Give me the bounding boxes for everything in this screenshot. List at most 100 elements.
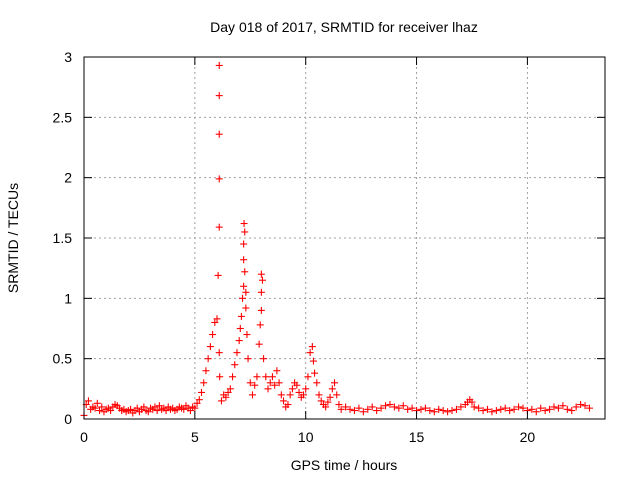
data-point	[215, 92, 223, 100]
data-point	[98, 403, 106, 411]
data-point	[439, 407, 447, 415]
data-point	[546, 405, 554, 413]
data-point	[191, 404, 199, 412]
data-point	[373, 407, 381, 415]
data-point	[559, 402, 567, 410]
data-point	[528, 405, 536, 413]
data-point	[198, 388, 206, 396]
data-points	[80, 61, 593, 419]
x-tick-label: 5	[191, 429, 199, 445]
data-point	[337, 405, 345, 413]
data-point	[84, 397, 92, 405]
data-point	[133, 404, 141, 412]
data-point	[510, 405, 518, 413]
data-point	[257, 288, 265, 296]
data-point	[280, 397, 288, 405]
data-point	[257, 270, 265, 278]
data-point	[240, 282, 248, 290]
data-point	[350, 407, 358, 415]
data-point	[262, 373, 270, 381]
data-point	[127, 405, 135, 413]
data-point	[224, 388, 232, 396]
data-point	[253, 373, 261, 381]
data-point	[501, 404, 509, 412]
data-point	[333, 391, 341, 399]
data-point	[260, 355, 268, 363]
data-point	[258, 276, 266, 284]
data-point	[448, 407, 456, 415]
chart-title: Day 018 of 2017, SRMTID for receiver lha…	[210, 19, 478, 35]
data-point	[242, 304, 250, 312]
data-point	[240, 256, 248, 264]
x-axis-label: GPS time / hours	[291, 457, 398, 473]
data-point	[256, 321, 264, 329]
data-point	[242, 288, 250, 296]
data-point	[355, 404, 363, 412]
data-point	[241, 228, 249, 236]
data-point	[457, 403, 465, 411]
axis-ticks	[83, 56, 605, 420]
data-point	[299, 391, 307, 399]
data-point	[246, 379, 254, 387]
data-point	[284, 401, 292, 409]
data-point	[209, 331, 217, 339]
data-point	[235, 337, 243, 345]
data-point	[435, 405, 443, 413]
data-point	[206, 343, 214, 351]
data-point	[468, 398, 476, 406]
data-point	[470, 403, 478, 411]
data-point	[541, 407, 549, 415]
data-point	[417, 405, 425, 413]
data-point	[331, 379, 339, 387]
data-point	[382, 402, 390, 410]
x-tick-label: 10	[298, 429, 314, 445]
data-point	[452, 405, 460, 413]
data-point	[364, 405, 372, 413]
data-point	[488, 408, 496, 416]
data-point	[202, 367, 210, 375]
data-point	[395, 404, 403, 412]
data-point	[268, 373, 276, 381]
data-point	[273, 367, 281, 375]
data-point	[421, 404, 429, 412]
data-point	[368, 403, 376, 411]
data-point	[572, 403, 580, 411]
data-point	[346, 405, 354, 413]
y-tick-label: 1	[64, 290, 72, 306]
data-point	[193, 399, 201, 407]
data-point	[537, 404, 545, 412]
data-point	[215, 130, 223, 138]
data-point	[275, 379, 283, 387]
data-point	[426, 407, 434, 415]
data-point	[308, 343, 316, 351]
data-point	[239, 294, 247, 302]
y-tick-label: 0	[64, 411, 72, 427]
grid-lines	[84, 57, 605, 419]
data-point	[216, 373, 224, 381]
data-point	[91, 404, 99, 412]
data-point	[222, 393, 230, 401]
data-point	[162, 407, 170, 415]
data-point	[236, 325, 244, 332]
data-point	[408, 404, 416, 412]
data-point	[519, 404, 527, 412]
data-point	[243, 331, 251, 339]
data-point	[479, 407, 487, 415]
data-point	[444, 408, 452, 416]
data-point	[322, 403, 330, 411]
data-point	[214, 271, 222, 279]
data-point	[585, 404, 593, 412]
data-point	[550, 403, 558, 411]
data-point	[475, 404, 483, 412]
axis-tick-labels: 0 0.5 1 1.5 2 2.5 3 0 5 10 15 20	[53, 49, 536, 445]
data-point	[266, 379, 274, 387]
y-tick-label: 1.5	[53, 230, 73, 246]
data-point	[240, 240, 248, 248]
data-point	[377, 404, 385, 412]
data-point	[180, 405, 188, 413]
data-point	[506, 407, 514, 415]
data-point	[215, 349, 223, 357]
data-point	[311, 369, 319, 377]
data-point	[492, 407, 500, 415]
